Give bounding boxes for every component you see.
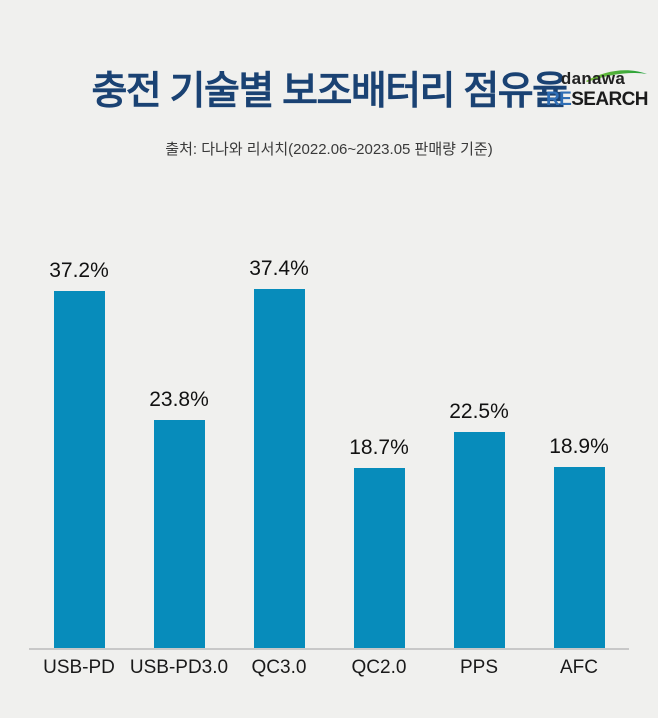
bar bbox=[453, 432, 505, 648]
category-label: USB-PD3.0 bbox=[129, 657, 229, 678]
bar-value-label: 18.7% bbox=[349, 436, 409, 460]
category-label: AFC bbox=[560, 657, 598, 678]
danawa-research-logo: danawa RESEARCH bbox=[546, 69, 648, 110]
logo-research-search: SEARCH bbox=[571, 89, 648, 110]
logo-swoosh-icon bbox=[586, 70, 647, 82]
bar bbox=[253, 288, 305, 648]
bar-value-label: 23.8% bbox=[149, 387, 209, 411]
category-label: USB-PD bbox=[43, 657, 115, 678]
category-label: QC3.0 bbox=[251, 657, 307, 678]
bar-column: 18.9% bbox=[529, 435, 629, 648]
logo-research-re: RE bbox=[546, 89, 572, 110]
bar-column: 37.2% bbox=[29, 259, 129, 648]
category-label: PPS bbox=[459, 657, 499, 678]
logo-research-text: RESEARCH bbox=[546, 89, 648, 110]
page-subtitle: 출처: 다나와 리서치(2022.06~2023.05 판매량 기준) bbox=[165, 141, 493, 158]
page-title: 충전 기술별 보조배터리 점유율 bbox=[91, 70, 568, 113]
bar-chart: 37.2% 23.8% 37.4% 18.7% 22.5% 18.9% USB-PD USB… bbox=[29, 228, 629, 679]
bar-column: 37.4% bbox=[229, 257, 329, 648]
bar-value-label: 22.5% bbox=[449, 400, 509, 423]
bar-value-label: 18.9% bbox=[549, 434, 609, 458]
bar bbox=[553, 466, 605, 648]
bar bbox=[153, 419, 205, 648]
bar-column: 18.7% bbox=[329, 436, 429, 648]
bar-column: 23.8% bbox=[129, 388, 229, 648]
bar-value-label: 37.2% bbox=[49, 258, 109, 282]
bar-column: 22.5% bbox=[429, 400, 529, 648]
logo-brand-text: danawa bbox=[560, 69, 626, 88]
bar bbox=[53, 290, 105, 648]
bar-value-label: 37.4% bbox=[249, 256, 309, 280]
category-labels-row: USB-PD USB-PD3.0 QC3.0 QC2.0 PPS AFC bbox=[29, 657, 629, 679]
bar bbox=[353, 468, 405, 648]
bars-row: 37.2% 23.8% 37.4% 18.7% 22.5% 18.9% bbox=[29, 228, 629, 648]
x-axis-line bbox=[29, 648, 629, 650]
category-label: QC2.0 bbox=[351, 657, 407, 678]
